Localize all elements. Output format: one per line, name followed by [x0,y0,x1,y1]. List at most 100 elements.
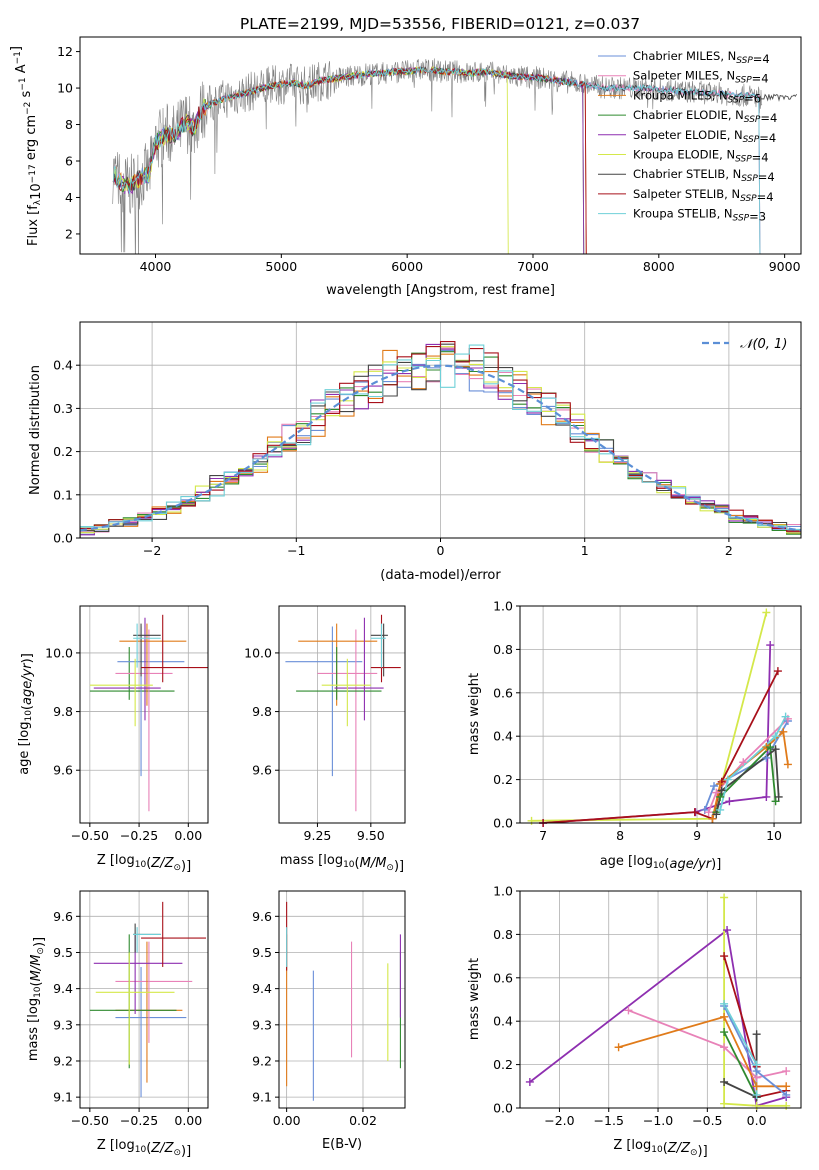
plus-marker [766,743,775,752]
label-part: M/M [360,856,387,871]
label-part: Chabrier STELIB, N [633,167,741,181]
histogram-kroupa-stelib [80,344,801,538]
x-tick-label: −0.25 [120,1113,158,1128]
x-tick-label: −2 [143,543,161,558]
y-tick-label: 0.1 [53,487,73,502]
legend-entry: Salpeter STELIB, NSSP=4 [633,187,774,204]
y-tick-label: 0.2 [53,444,73,459]
label-part: SSP [741,174,758,184]
plus-marker [720,1099,729,1108]
label-part: ( [20,705,35,710]
label-part: ( [146,856,151,871]
normal-curve [80,364,801,532]
plus-marker [614,1043,623,1052]
legend-entry: Kroupa ELODIE, NSSP=4 [633,148,769,165]
label-part: 10 [343,860,355,870]
label-part: Salpeter ELODIE, N [633,128,743,142]
x-tick-label: 9.50 [357,828,385,843]
plus-marker [771,745,780,754]
spectrum-panel: 4000 5000 6000 7000 8000 9000 2 4 6 8 10 12 waveleng… [9,36,802,298]
plus-marker [782,1082,791,1091]
y-tick-label: 9.6 [53,763,73,778]
plus-marker [752,1101,761,1110]
weight-line-salpeter-elodie [543,645,772,823]
x-tick-label: 4000 [140,259,172,274]
y-tick-label: 0.3 [53,401,73,416]
label-part: erg cm [24,115,39,164]
y-tick-label: 0.4 [493,729,513,744]
label-part: Z/Z [150,856,174,871]
x-tick-label: −0.5 [692,1113,722,1128]
y-tick-label: 12 [57,44,73,59]
grid [279,606,405,823]
x-tick-label: −0.25 [120,828,158,843]
legend-entry: 𝒩(0, 1) [740,337,787,352]
label-part: −17 [28,164,38,183]
axes-frame [519,605,802,824]
plus-marker [773,667,782,676]
x-tick-label: 0.00 [174,1113,202,1128]
figure-title: PLATE=2199, MJD=53556, FIBERID=0121, z=0… [240,15,640,33]
y-tick-label: 9.4 [53,981,73,996]
label-part: =4 [757,190,774,204]
plus-marker [716,805,725,814]
y-tick-label: 1.0 [493,884,513,899]
label-part: age/yr [669,857,712,872]
label-part: =4 [760,111,777,125]
plot-area [531,612,789,823]
label-part: −2 [23,102,33,115]
label-part: =6 [744,91,761,105]
label-part: SSP [740,194,757,204]
plus-marker [720,1028,729,1037]
model-spectrum-salpeter-stelib [112,66,587,254]
label-part: ⊙ [173,1148,181,1158]
legend-entry: Salpeter MILES, NSSP=4 [633,69,769,86]
label-part: 10 [33,986,43,998]
x-tick-label: 1 [581,543,589,558]
label-part: 10 [24,710,34,722]
label-part: )] [711,857,721,872]
axes-frame [519,890,802,1109]
y-tick-label: 0.0 [493,1101,513,1116]
x-tick-label: 0.00 [273,1113,301,1128]
plus-marker [783,760,792,769]
label-part: M/M [29,955,44,982]
plus-marker [752,1030,761,1039]
y-tick-label: 2 [65,226,73,241]
x-axis-label: Z [log10(Z/Z⊙)] [97,1138,191,1159]
label-part: 10 [29,183,44,200]
axes-frame [79,890,209,1109]
plus-marker [624,1006,633,1015]
label-part: −1 [18,77,28,90]
label-part: =4 [759,131,776,145]
label-part: wavelength [Angstrom, rest frame] [326,283,555,298]
legend-entry: Kroupa MILES, NSSP=6 [633,88,761,105]
label-part: =4 [752,151,769,165]
legend-entry: Salpeter ELODIE, NSSP=4 [633,128,776,145]
x-axis-label: wavelength [Angstrom, rest frame] [326,283,555,298]
data-spectrum [112,58,763,254]
axes-frame [79,36,802,255]
plus-marker [766,641,775,650]
y-tick-label: 10 [57,81,73,96]
legend-entry: Chabrier ELODIE, NSSP=4 [633,108,777,125]
x-tick-label: 0.00 [174,828,202,843]
x-axis-label: E(B-V) [322,1137,362,1152]
label-part: age/yr [20,662,35,705]
label-part: )] [394,859,404,874]
label-part: s [19,90,34,101]
label-part: ] [9,46,24,51]
legend-entry: Kroupa STELIB, NSSP=3 [633,207,766,224]
model-spectrum-kroupa-elodie [112,65,509,254]
plus-marker [720,952,729,961]
y-tick-label: 9.3 [252,1017,272,1032]
x-tick-label: 6000 [391,259,423,274]
label-part: =4 [758,170,775,184]
label-part: )] [181,1144,191,1159]
plus-marker [771,732,780,741]
label-part: =4 [752,72,769,86]
label-part: SSP [744,115,761,125]
label-part: ⊙ [36,947,46,955]
